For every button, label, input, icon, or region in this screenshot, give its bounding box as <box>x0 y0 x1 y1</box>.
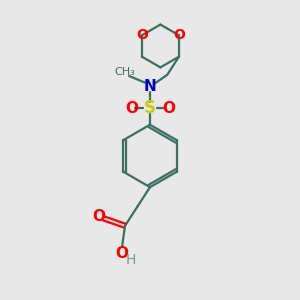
Text: O: O <box>116 246 129 261</box>
Text: N: N <box>144 79 156 94</box>
Text: O: O <box>136 28 148 42</box>
Text: H: H <box>125 253 136 267</box>
Text: O: O <box>162 101 175 116</box>
Text: CH₃: CH₃ <box>114 67 135 77</box>
Text: O: O <box>92 209 105 224</box>
Text: O: O <box>125 101 138 116</box>
Text: S: S <box>144 99 156 117</box>
Text: O: O <box>173 28 185 42</box>
